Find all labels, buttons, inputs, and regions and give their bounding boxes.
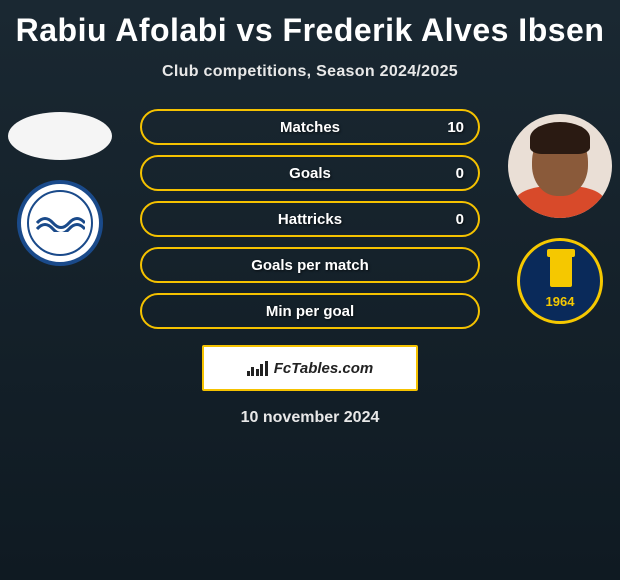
stat-label: Min per goal — [142, 303, 478, 320]
stat-label: Goals — [142, 165, 478, 182]
club-badge-left — [17, 180, 103, 266]
player-left-column — [8, 112, 112, 266]
stat-row: Goals per match — [140, 247, 480, 283]
stat-right-value: 0 — [456, 211, 464, 228]
stat-label: Goals per match — [142, 257, 478, 274]
stat-row: Goals 0 — [140, 155, 480, 191]
player-right-avatar — [508, 114, 612, 218]
player-left-avatar-placeholder — [8, 112, 112, 160]
stat-right-value: 0 — [456, 165, 464, 182]
stat-row: Min per goal — [140, 293, 480, 329]
club-badge-right-tower-icon — [550, 255, 572, 287]
club-badge-right-year: 1964 — [520, 294, 600, 309]
page-subtitle: Club competitions, Season 2024/2025 — [0, 63, 620, 81]
club-badge-right: 1964 — [517, 238, 603, 324]
fctables-label: FcTables.com — [274, 360, 373, 377]
stat-label: Matches — [142, 119, 478, 136]
club-badge-left-motif-icon — [35, 214, 85, 232]
player-right-column: 1964 — [508, 114, 612, 324]
stat-right-value: 10 — [447, 119, 464, 136]
stat-row: Hattricks 0 — [140, 201, 480, 237]
bar-chart-icon — [247, 361, 268, 376]
fctables-watermark: FcTables.com — [202, 345, 418, 391]
stat-row: Matches 10 — [140, 109, 480, 145]
stat-label: Hattricks — [142, 211, 478, 228]
page-title: Rabiu Afolabi vs Frederik Alves Ibsen — [0, 0, 620, 49]
generation-date: 10 november 2024 — [0, 409, 620, 427]
